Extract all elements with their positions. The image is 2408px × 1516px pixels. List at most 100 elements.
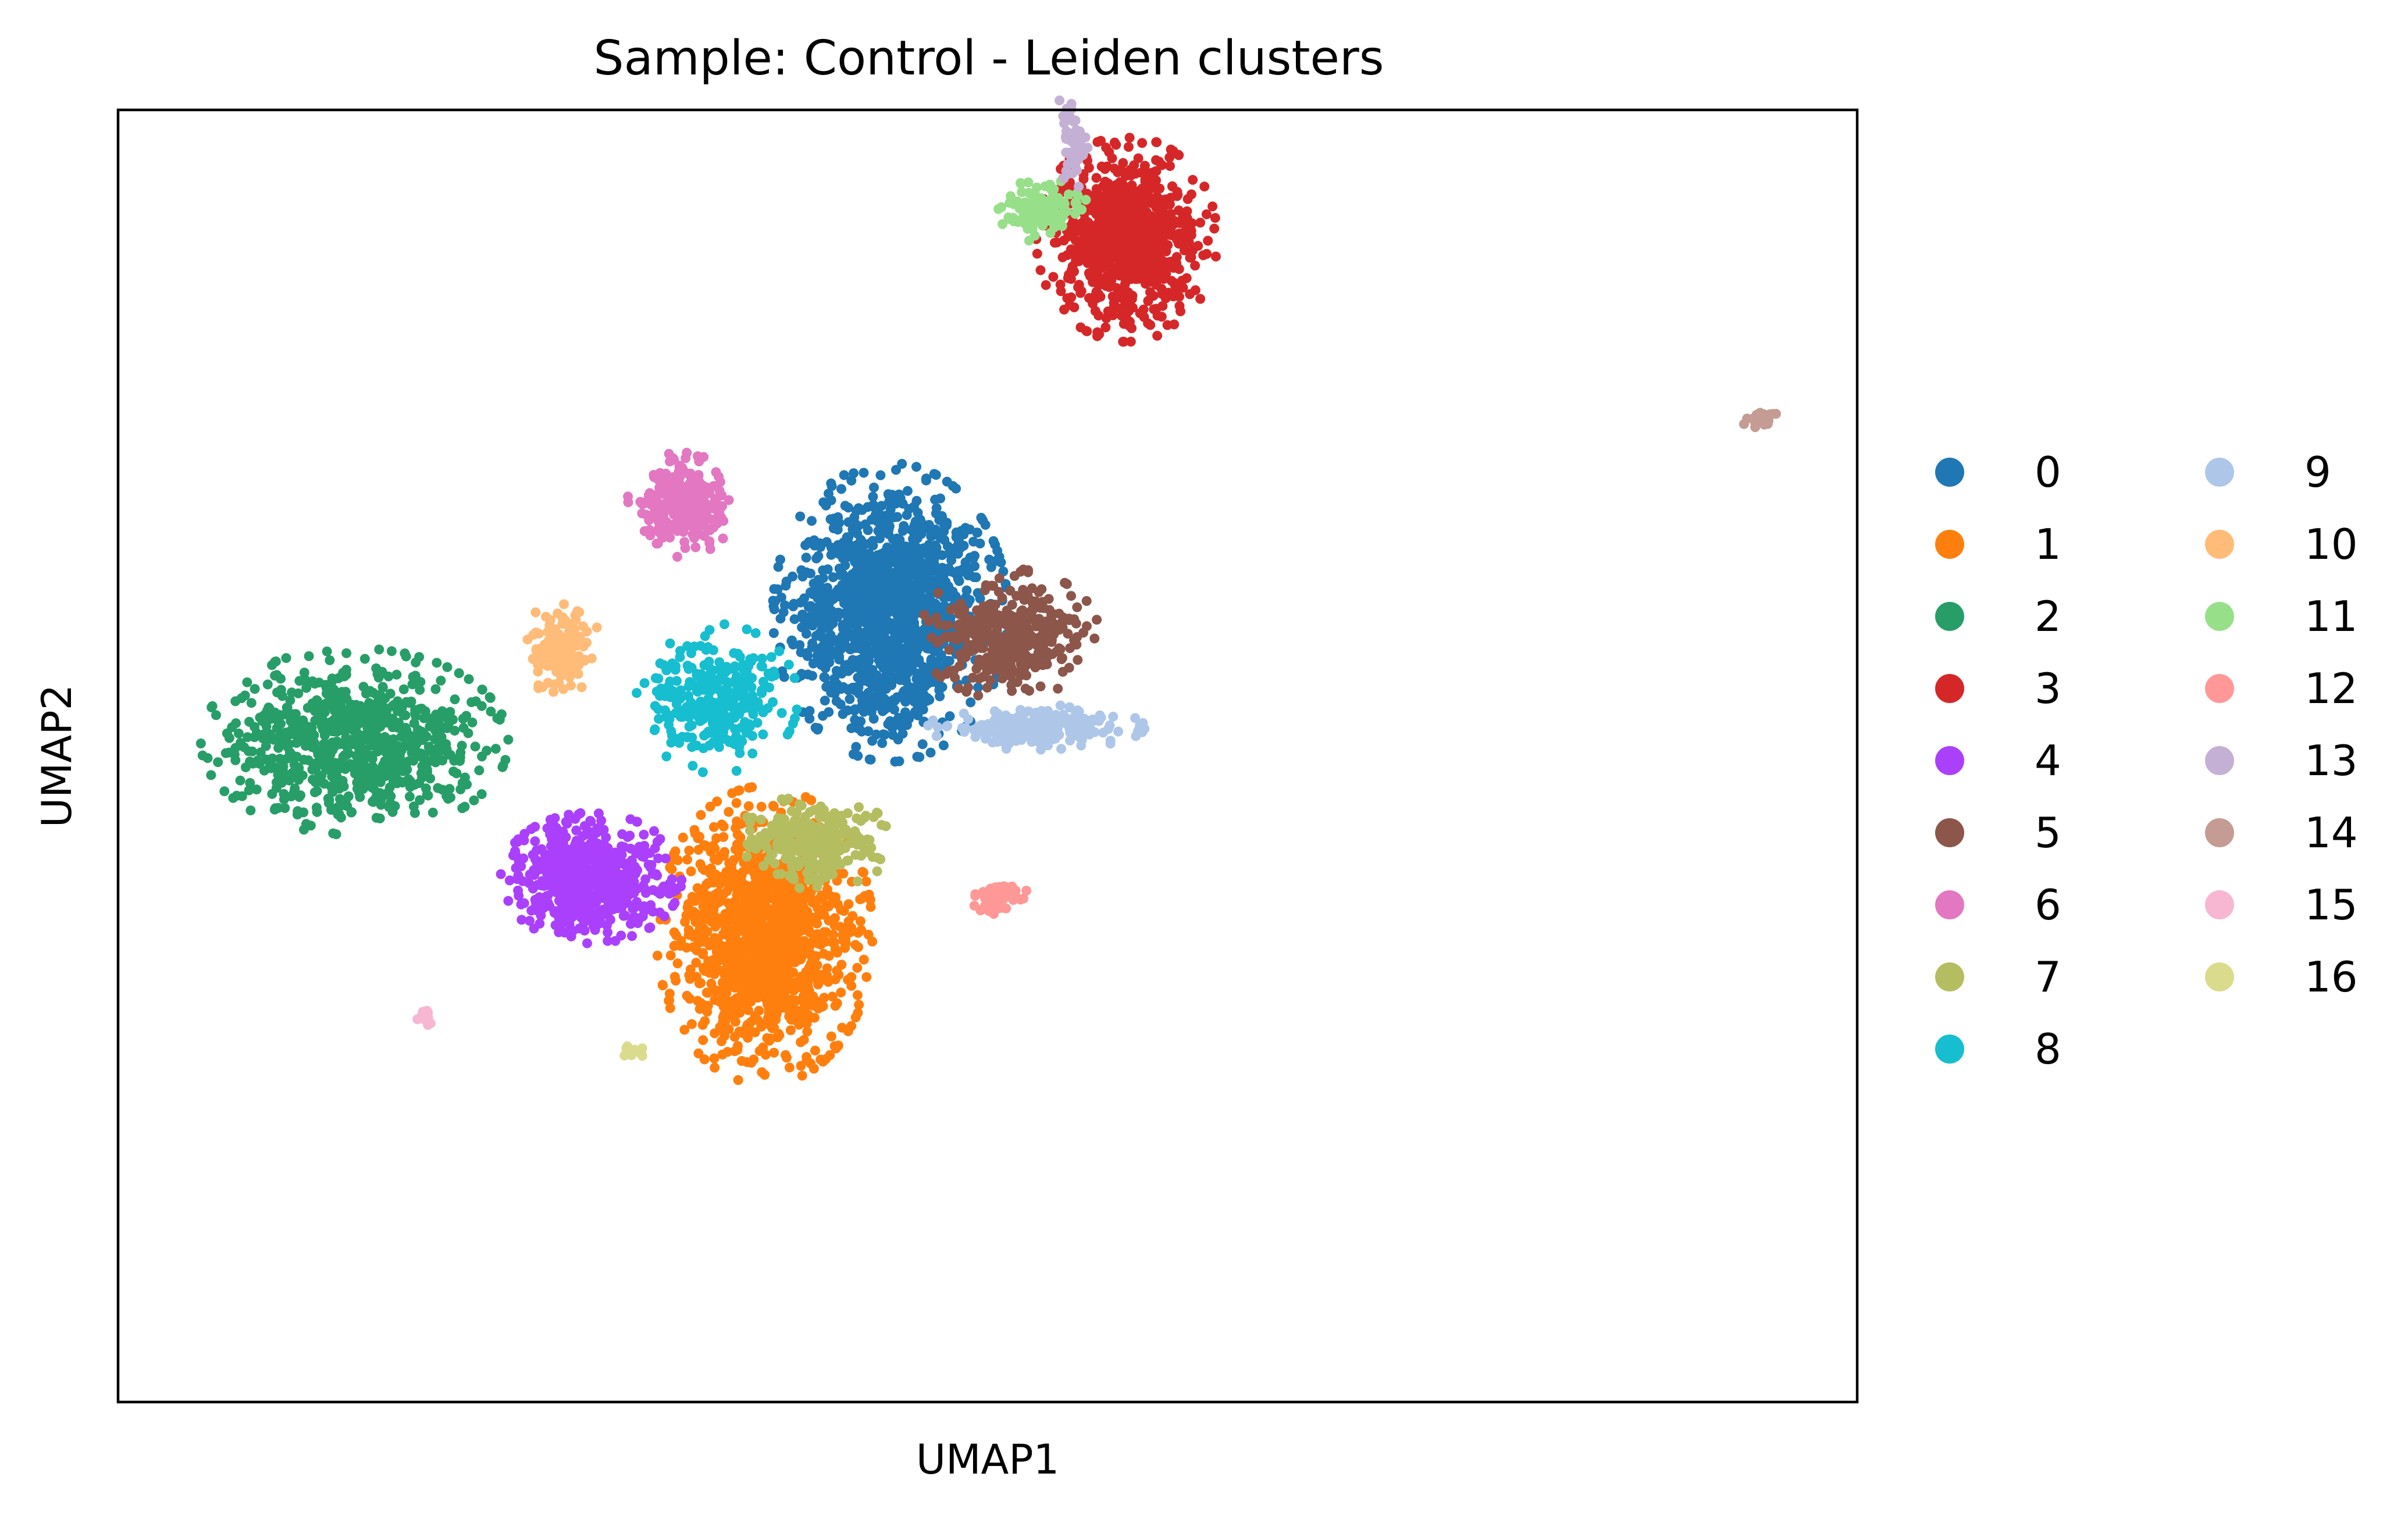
cluster-0-point — [846, 586, 857, 596]
cluster-1-point — [733, 969, 744, 980]
cluster-0-point — [924, 520, 934, 530]
cluster-1-point — [707, 900, 717, 911]
cluster-2-point — [428, 807, 438, 818]
cluster-2-point — [259, 729, 270, 739]
cluster-1-point — [718, 1001, 729, 1012]
cluster-1-point — [760, 969, 770, 979]
cluster-1-point — [747, 881, 758, 891]
cluster-3-point — [1145, 320, 1156, 330]
cluster-2-point — [398, 684, 409, 694]
cluster-2-point — [351, 700, 361, 710]
cluster-0-point — [795, 511, 806, 522]
cluster-4-point — [628, 904, 638, 914]
cluster-4-point — [589, 896, 599, 907]
cluster-3-point — [1209, 223, 1220, 234]
cluster-1-point — [671, 930, 681, 940]
cluster-0-point — [861, 569, 872, 579]
cluster-1-point — [706, 979, 717, 989]
cluster-3-point — [1152, 311, 1163, 321]
cluster-2-point — [352, 777, 362, 788]
cluster-3-point — [1096, 192, 1107, 202]
cluster-3-point — [1107, 153, 1117, 163]
cluster-4-point — [575, 868, 586, 878]
cluster-1-point — [779, 990, 789, 1000]
cluster-2-point — [322, 646, 332, 657]
cluster-3-point — [1159, 243, 1169, 254]
cluster-0-point — [880, 550, 890, 561]
cluster-2-point — [331, 829, 341, 840]
cluster-4-point — [637, 911, 648, 922]
cluster-1-point — [806, 795, 817, 805]
cluster-4-point — [547, 873, 557, 883]
cluster-1-point — [743, 1005, 753, 1015]
cluster-2-point — [319, 779, 329, 789]
cluster-1-point — [693, 833, 703, 843]
cluster-1-point — [864, 889, 874, 900]
cluster-3-point — [1172, 191, 1182, 201]
cluster-1-point — [828, 929, 838, 940]
scatter-points — [195, 95, 1781, 1085]
cluster-0-point — [788, 571, 798, 582]
cluster-2-point — [230, 696, 241, 707]
cluster-1-point — [718, 941, 728, 951]
cluster-5-point — [1089, 633, 1100, 644]
cluster-1-point — [832, 947, 842, 958]
cluster-3-point — [1195, 217, 1206, 228]
cluster-1-point — [700, 1016, 710, 1026]
cluster-3-point — [1123, 247, 1133, 257]
cluster-0-point — [853, 682, 864, 693]
cluster-2-point — [281, 653, 291, 664]
cluster-4-point — [615, 878, 626, 889]
cluster-1-point — [693, 1048, 704, 1058]
cluster-2-point — [279, 794, 289, 805]
cluster-3-point — [1075, 288, 1086, 298]
cluster-3-point — [1162, 320, 1173, 330]
cluster-1-point — [711, 941, 721, 951]
cluster-0-point — [906, 684, 916, 694]
cluster-2-point — [444, 784, 455, 794]
cluster-1-point — [781, 1050, 791, 1060]
cluster-0-point — [789, 614, 800, 625]
cluster-4-point — [535, 918, 545, 929]
cluster-4-point — [555, 904, 566, 915]
cluster-1-point — [797, 1071, 807, 1081]
cluster-0-point — [953, 566, 963, 576]
cluster-1-point — [719, 921, 730, 931]
cluster-1-point — [810, 1046, 820, 1056]
cluster-1-point — [714, 887, 724, 898]
cluster-4-point — [555, 864, 565, 875]
cluster-0-point — [835, 699, 846, 709]
cluster-1-point — [859, 868, 868, 878]
cluster-1-point — [818, 904, 829, 915]
cluster-1-point — [826, 891, 836, 901]
cluster-2-point — [408, 755, 419, 766]
cluster-0-point — [893, 565, 904, 575]
cluster-3-point — [1152, 137, 1162, 148]
cluster-2-point — [382, 788, 392, 798]
cluster-1-point — [717, 1020, 728, 1030]
cluster-0-point — [857, 610, 867, 620]
cluster-2-point — [235, 775, 245, 786]
cluster-2-point — [246, 698, 257, 708]
cluster-2-point — [380, 693, 390, 704]
cluster-2-point — [211, 710, 221, 720]
cluster-3-point — [1139, 312, 1149, 322]
cluster-4-point — [646, 862, 656, 873]
cluster-3-point — [1193, 241, 1203, 251]
cluster-3-point — [1163, 229, 1173, 238]
cluster-0-point — [879, 588, 890, 599]
cluster-1-point — [717, 1049, 728, 1060]
cluster-0-point — [912, 751, 922, 762]
cluster-1-point — [667, 864, 677, 875]
cluster-0-point — [838, 569, 848, 580]
cluster-3-point — [1174, 238, 1184, 249]
cluster-4-point — [660, 853, 671, 864]
cluster-2-point — [319, 739, 329, 749]
cluster-0-point — [796, 647, 806, 658]
cluster-1-point — [721, 866, 732, 877]
cluster-2-point — [383, 757, 394, 767]
cluster-4-point — [555, 919, 566, 930]
cluster-1-point — [756, 801, 767, 812]
cluster-0-point — [918, 704, 928, 715]
cluster-1-point — [808, 934, 819, 944]
